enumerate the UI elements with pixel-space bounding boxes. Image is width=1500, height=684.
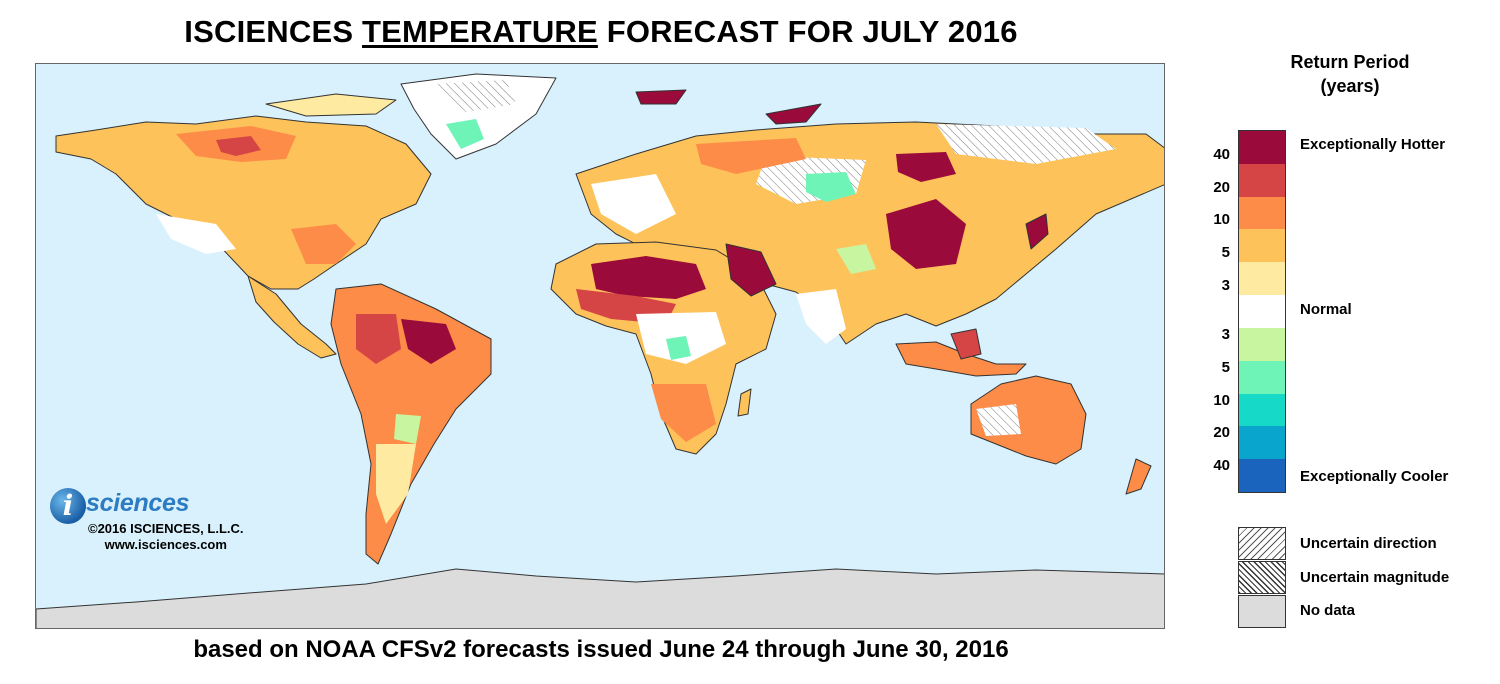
region-cool-india [836,244,876,274]
legend-label-uncertain-magnitude: Uncertain magnitude [1300,569,1450,586]
region-normal-europe [591,174,676,234]
legend-tick-1: 20 [1213,178,1230,196]
region-hot-amazon [356,314,401,364]
landmass-antarctica [36,568,1164,628]
legend-swatch-uncertain-magnitude [1238,561,1286,594]
copyright-text: ©2016 ISCIENCES, L.L.C. [88,521,244,536]
title-emphasis: TEMPERATURE [362,14,598,49]
legend-swatch-uncertain-direction [1238,527,1286,560]
legend-tick-3: 5 [1221,244,1230,262]
landmass-greenland [400,73,557,160]
landmass-australia [970,375,1087,465]
region-hatch-australia [976,404,1021,436]
legend-label-hot: Exceptionally Hotter [1300,136,1446,153]
region-extreme-canada [216,136,261,156]
region-normal-argentina [376,444,416,524]
logo-brand-text: sciences [86,489,190,517]
region-extreme-borneo [950,328,982,360]
region-mexico [247,275,337,359]
region-extreme-brazil [401,319,456,364]
region-hatch-greenland [436,80,516,112]
landmass-novaya-zemlya [765,103,822,125]
region-normal-us-west [156,214,236,254]
copyright-block: ©2016 ISCIENCES, L.L.C. www.isciences.co… [88,521,244,553]
map-title: ISCIENCES TEMPERATURE FORECAST FOR JULY … [36,14,1166,50]
legend-tick-5: 3 [1221,325,1230,343]
region-extreme-sahara [591,256,706,299]
legend-title-line2: (years) [1320,76,1380,96]
legend-tick-2: 10 [1213,211,1230,229]
region-cool-kazakhstan [806,172,856,202]
legend-bin-7 [1239,360,1285,394]
region-extreme-mongolia [896,152,956,182]
legend-label-uncertain-direction: Uncertain direction [1300,535,1437,552]
legend-swatch-no-data [1238,595,1286,628]
region-hot-us-east [291,224,356,264]
legend-color-bar [1238,130,1286,493]
landmass-new-zealand [1125,458,1152,495]
legend-bin-6 [1239,327,1285,361]
landmass-arctic-islands [265,93,397,117]
legend-bin-2 [1239,196,1285,230]
legend-label-normal: Normal [1300,301,1352,318]
legend-tick-6: 5 [1221,358,1230,376]
legend-tick-9: 40 [1213,457,1230,475]
legend-tick-4: 3 [1221,277,1230,295]
legend-bin-5 [1239,295,1285,328]
legend-tick-0: 40 [1213,145,1230,163]
legend-bin-3 [1239,229,1285,263]
website-text: www.isciences.com [104,537,227,552]
region-extreme-arabia [725,243,777,297]
region-cool-congo [666,336,691,360]
region-hot-russia [696,138,806,174]
landmass-svalbard [635,89,687,105]
world-forecast-map [35,63,1165,629]
region-cool-bolivia [394,414,421,444]
region-normal-india [796,289,846,344]
legend-title: Return Period (years) [1250,50,1450,98]
region-hot-southern-africa [651,384,716,442]
legend-bin-9 [1239,426,1285,460]
region-extreme-japan [1025,213,1049,250]
region-cool-greenland [446,119,484,149]
legend-bin-10 [1239,459,1285,492]
legend-tick-7: 10 [1213,391,1230,409]
region-extreme-china [886,199,966,269]
legend-tick-8: 20 [1213,424,1230,442]
region-hatch-siberia [936,124,1116,164]
title-suffix: FORECAST FOR JULY 2016 [606,14,1018,49]
isciences-i-logo: i [50,488,86,524]
landmass-madagascar [737,388,752,417]
title-prefix: ISCIENCES [184,14,354,49]
legend-bin-0 [1239,131,1285,164]
legend-bin-4 [1239,262,1285,296]
legend-bin-8 [1239,393,1285,427]
legend-label-no-data: No data [1300,602,1356,619]
legend-bin-1 [1239,163,1285,197]
legend-label-cool: Exceptionally Cooler [1300,468,1449,485]
world-map-svg [36,73,1164,628]
map-subtitle: based on NOAA CFSv2 forecasts issued Jun… [193,636,1009,663]
legend-title-line1: Return Period [1290,52,1410,72]
